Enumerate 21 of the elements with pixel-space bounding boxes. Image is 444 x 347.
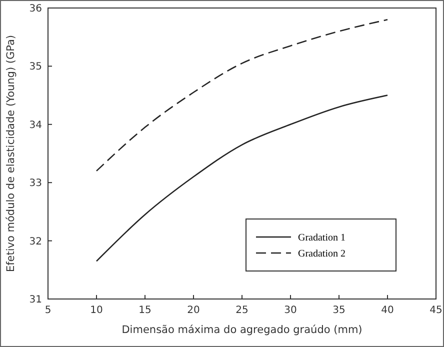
legend-label: Gradation 1 xyxy=(298,232,346,244)
x-tick-label: 5 xyxy=(44,305,52,316)
x-tick-label: 30 xyxy=(284,305,297,316)
y-tick-label: 33 xyxy=(29,178,42,190)
x-tick-label: 35 xyxy=(332,305,346,316)
y-tick-label: 36 xyxy=(29,4,42,14)
x-tick-label: 15 xyxy=(138,305,152,316)
x-tick-label: 40 xyxy=(381,305,394,316)
line-series xyxy=(96,18,388,172)
y-tick-label: 35 xyxy=(29,62,42,73)
line-series xyxy=(96,94,388,262)
x-tick-label: 25 xyxy=(236,305,248,316)
y-tick-label: 31 xyxy=(29,294,42,306)
x-tick-label: 20 xyxy=(187,305,200,316)
x-tick-label: 45 xyxy=(430,305,442,316)
y-tick-label: 34 xyxy=(29,120,42,131)
x-tick-label: 10 xyxy=(90,305,103,316)
y-axis-title: Efetivo módulo de elasticidade (Young) (GPa) xyxy=(5,34,17,272)
y-tick-label: 32 xyxy=(29,236,42,248)
x-axis-title: Dimensão máxima do agregado graúdo (mm) xyxy=(122,324,362,336)
legend-label: Gradation 2 xyxy=(298,248,346,260)
